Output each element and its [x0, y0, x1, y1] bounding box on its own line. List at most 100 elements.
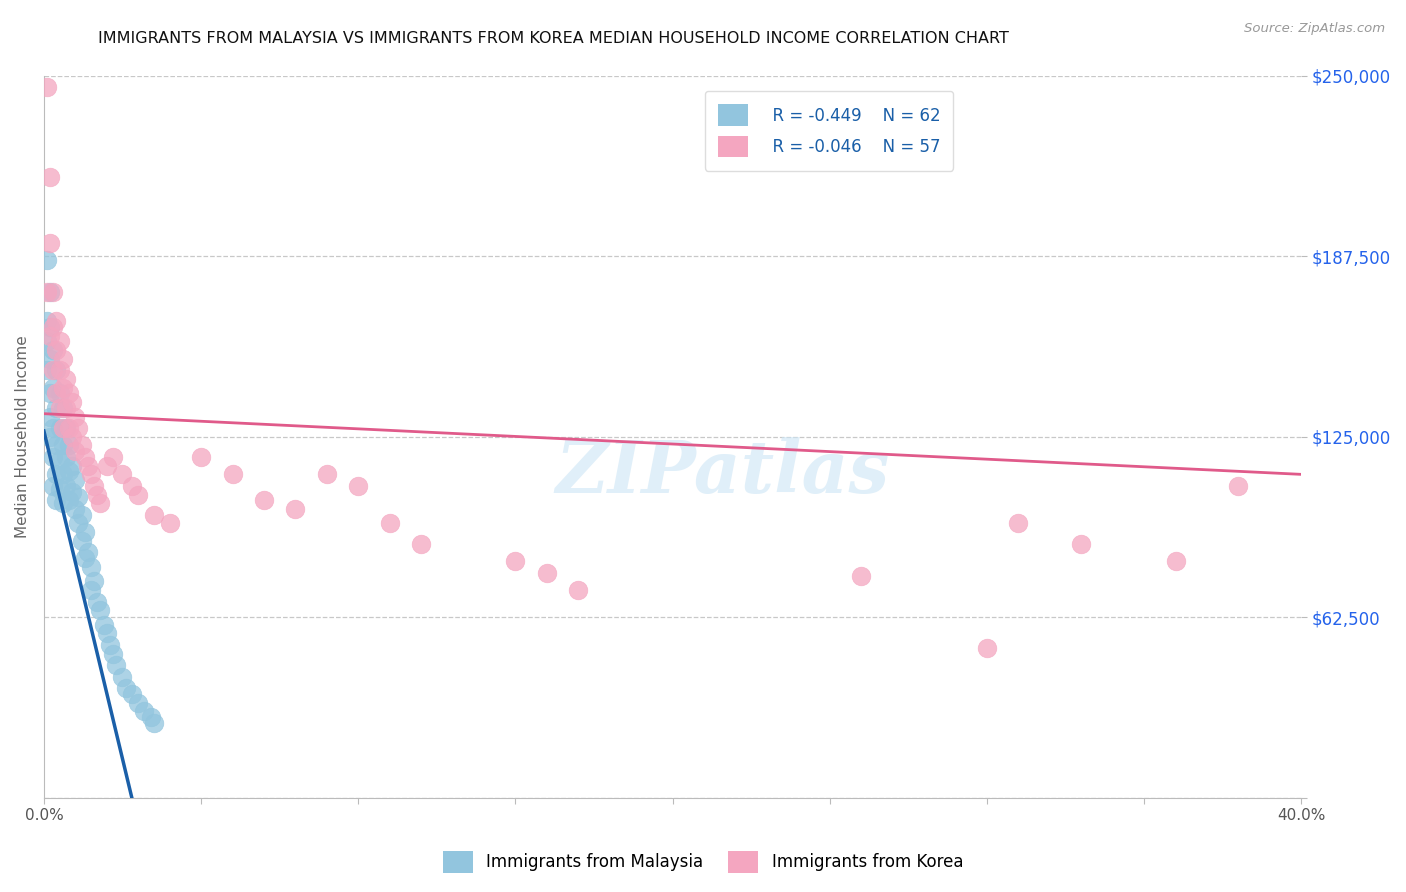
Immigrants from Korea — [96, 458, 118, 473]
Immigrants from Malaysia — [39, 351, 62, 366]
Immigrants from Korea — [101, 450, 124, 464]
Immigrants from Malaysia — [80, 582, 103, 597]
Immigrants from Malaysia — [89, 603, 111, 617]
Immigrants from Malaysia — [139, 710, 162, 724]
Immigrants from Malaysia — [45, 467, 67, 482]
Immigrants from Korea — [411, 537, 433, 551]
Immigrants from Malaysia — [58, 465, 80, 479]
Immigrants from Malaysia — [52, 496, 75, 510]
Immigrants from Malaysia — [70, 508, 93, 522]
Immigrants from Korea — [127, 487, 149, 501]
Immigrants from Korea — [159, 516, 181, 531]
Immigrants from Malaysia — [48, 386, 70, 401]
Immigrants from Malaysia — [45, 401, 67, 415]
Immigrants from Malaysia — [48, 482, 70, 496]
Immigrants from Malaysia — [70, 533, 93, 548]
Immigrants from Korea — [73, 450, 96, 464]
Immigrants from Korea — [58, 386, 80, 401]
Legend:   R = -0.449    N = 62,   R = -0.046    N = 57: R = -0.449 N = 62, R = -0.046 N = 57 — [704, 91, 953, 170]
Immigrants from Korea — [1070, 537, 1092, 551]
Immigrants from Korea — [67, 421, 90, 435]
Immigrants from Korea — [65, 409, 87, 424]
Immigrants from Korea — [52, 421, 75, 435]
Immigrants from Malaysia — [55, 479, 77, 493]
Immigrants from Malaysia — [45, 438, 67, 452]
Text: Source: ZipAtlas.com: Source: ZipAtlas.com — [1244, 22, 1385, 36]
Immigrants from Korea — [52, 351, 75, 366]
Immigrants from Malaysia — [42, 381, 65, 395]
Immigrants from Korea — [505, 554, 527, 568]
Immigrants from Korea — [190, 450, 212, 464]
Immigrants from Korea — [48, 401, 70, 415]
Immigrants from Malaysia — [96, 626, 118, 640]
Immigrants from Korea — [35, 80, 58, 95]
Immigrants from Malaysia — [65, 473, 87, 487]
Immigrants from Korea — [52, 381, 75, 395]
Immigrants from Korea — [142, 508, 165, 522]
Immigrants from Korea — [48, 363, 70, 377]
Immigrants from Korea — [976, 640, 998, 655]
Immigrants from Korea — [65, 444, 87, 458]
Immigrants from Korea — [253, 493, 276, 508]
Text: ZIPatlas: ZIPatlas — [555, 437, 890, 508]
Immigrants from Malaysia — [121, 687, 143, 701]
Immigrants from Malaysia — [45, 493, 67, 508]
Immigrants from Malaysia — [58, 493, 80, 508]
Immigrants from Korea — [42, 363, 65, 377]
Immigrants from Malaysia — [45, 363, 67, 377]
Immigrants from Korea — [111, 467, 134, 482]
Immigrants from Malaysia — [67, 516, 90, 531]
Legend: Immigrants from Malaysia, Immigrants from Korea: Immigrants from Malaysia, Immigrants fro… — [436, 845, 970, 880]
Immigrants from Korea — [284, 502, 307, 516]
Immigrants from Malaysia — [39, 386, 62, 401]
Immigrants from Malaysia — [86, 594, 108, 608]
Immigrants from Korea — [55, 372, 77, 386]
Immigrants from Malaysia — [42, 343, 65, 357]
Immigrants from Korea — [347, 479, 370, 493]
Immigrants from Korea — [83, 479, 105, 493]
Immigrants from Malaysia — [142, 715, 165, 730]
Immigrants from Korea — [221, 467, 243, 482]
Immigrants from Malaysia — [42, 421, 65, 435]
Immigrants from Malaysia — [42, 479, 65, 493]
Immigrants from Korea — [35, 285, 58, 300]
Immigrants from Malaysia — [80, 559, 103, 574]
Immigrants from Korea — [45, 386, 67, 401]
Immigrants from Malaysia — [42, 450, 65, 464]
Immigrants from Korea — [42, 285, 65, 300]
Immigrants from Malaysia — [73, 551, 96, 566]
Immigrants from Malaysia — [39, 409, 62, 424]
Immigrants from Malaysia — [48, 421, 70, 435]
Immigrants from Malaysia — [65, 502, 87, 516]
Immigrants from Korea — [45, 343, 67, 357]
Immigrants from Korea — [378, 516, 401, 531]
Immigrants from Malaysia — [93, 617, 115, 632]
Immigrants from Korea — [1007, 516, 1029, 531]
Immigrants from Korea — [60, 430, 83, 444]
Immigrants from Malaysia — [98, 638, 121, 652]
Immigrants from Korea — [48, 334, 70, 349]
Immigrants from Korea — [315, 467, 337, 482]
Immigrants from Korea — [55, 401, 77, 415]
Immigrants from Malaysia — [58, 438, 80, 452]
Immigrants from Korea — [42, 320, 65, 334]
Immigrants from Malaysia — [73, 525, 96, 540]
Immigrants from Malaysia — [127, 696, 149, 710]
Immigrants from Korea — [89, 496, 111, 510]
Immigrants from Malaysia — [111, 670, 134, 684]
Immigrants from Malaysia — [39, 430, 62, 444]
Immigrants from Malaysia — [67, 491, 90, 505]
Immigrants from Malaysia — [52, 438, 75, 452]
Immigrants from Malaysia — [35, 314, 58, 328]
Immigrants from Malaysia — [60, 458, 83, 473]
Immigrants from Korea — [86, 487, 108, 501]
Immigrants from Korea — [60, 395, 83, 409]
Immigrants from Malaysia — [55, 421, 77, 435]
Immigrants from Korea — [536, 566, 558, 580]
Immigrants from Malaysia — [114, 681, 136, 696]
Immigrants from Korea — [39, 169, 62, 184]
Immigrants from Korea — [1164, 554, 1187, 568]
Immigrants from Malaysia — [52, 467, 75, 482]
Text: IMMIGRANTS FROM MALAYSIA VS IMMIGRANTS FROM KOREA MEDIAN HOUSEHOLD INCOME CORREL: IMMIGRANTS FROM MALAYSIA VS IMMIGRANTS F… — [98, 31, 1010, 46]
Immigrants from Korea — [1227, 479, 1250, 493]
